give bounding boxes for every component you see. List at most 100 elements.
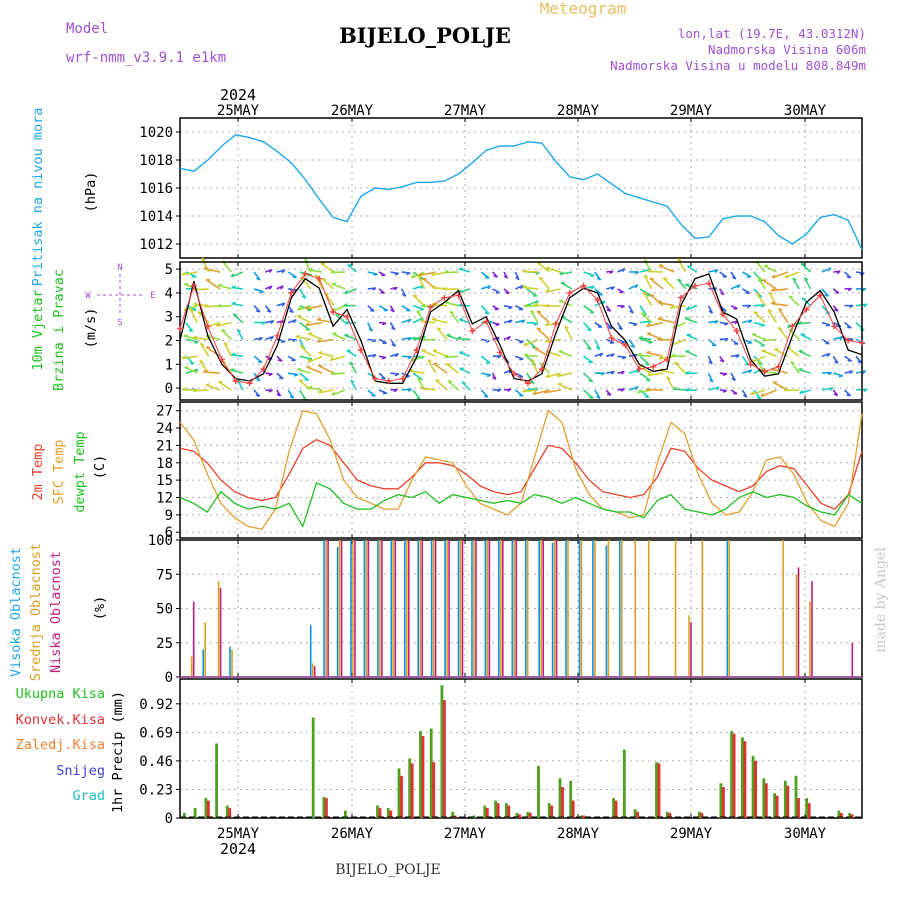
wind-arrow-head bbox=[790, 361, 795, 365]
wind-arrow-head bbox=[484, 276, 490, 279]
wind-arrow-head bbox=[390, 309, 395, 313]
wind-arrow-head bbox=[401, 293, 407, 297]
wind-arrow bbox=[299, 344, 312, 357]
wind-arrow-head bbox=[523, 342, 528, 347]
wind-arrow-head bbox=[838, 375, 843, 378]
wind-arrow bbox=[308, 386, 323, 391]
wind-arrow-head bbox=[543, 389, 548, 394]
precip-total-bar bbox=[612, 798, 615, 818]
wind-arrow bbox=[582, 338, 592, 351]
day-label-bottom: 30MAY bbox=[784, 826, 827, 842]
wind-arrow-head bbox=[256, 378, 261, 382]
y-tick-label: 5 bbox=[165, 262, 173, 278]
wind-arrow bbox=[419, 271, 436, 277]
wind-arrow-head bbox=[411, 336, 416, 340]
wind-arrow bbox=[646, 351, 664, 358]
wind-arrow-head bbox=[255, 394, 260, 398]
wind-arrow-head bbox=[746, 304, 752, 309]
wind-arrow bbox=[193, 336, 209, 341]
precip-total-bar bbox=[440, 685, 444, 818]
wind-arrow-head bbox=[731, 276, 737, 280]
wind-arrow bbox=[760, 389, 777, 398]
wind-arrow bbox=[480, 355, 491, 364]
y-tick-label: 0 bbox=[165, 811, 173, 827]
precip-total-bar bbox=[397, 768, 401, 818]
wind-arrow-head bbox=[846, 275, 851, 279]
wind-arrow-head bbox=[748, 319, 753, 324]
wind-arrow-head bbox=[545, 288, 550, 293]
wind-arrow-head bbox=[722, 389, 728, 393]
wind-arrow-head bbox=[634, 271, 640, 275]
precip-total-bar bbox=[526, 811, 530, 818]
wind-arrow-head bbox=[268, 285, 273, 290]
gust-marker bbox=[204, 323, 211, 330]
wind-panel: 0 1 2 3 4 5 bbox=[165, 257, 868, 402]
gust-marker bbox=[594, 297, 601, 304]
temp-unit: (C) bbox=[92, 455, 108, 479]
day-label-bottom: 27MAY bbox=[444, 826, 487, 842]
wind-arrow-head bbox=[847, 326, 852, 329]
wind-arrow-head bbox=[188, 329, 193, 333]
wind-arrow-head bbox=[641, 312, 646, 315]
wind-arrow bbox=[545, 372, 561, 379]
wind-arrow bbox=[536, 327, 550, 340]
wind-arrow-head bbox=[749, 391, 754, 396]
gust-marker bbox=[469, 328, 476, 334]
wind-arrow-head bbox=[395, 353, 399, 358]
wind-arrow-head bbox=[507, 336, 512, 341]
sfctemp-label: SFC Temp bbox=[51, 439, 67, 504]
wind-arrow bbox=[536, 310, 550, 324]
wind-arrow-head bbox=[281, 269, 286, 274]
wind-arrow-head bbox=[318, 351, 323, 354]
wind-arrow-head bbox=[621, 356, 627, 360]
wind-arrow bbox=[676, 278, 687, 290]
wind-arrow bbox=[305, 304, 323, 310]
wind-arrow bbox=[800, 333, 811, 341]
wind-arrow bbox=[686, 334, 698, 341]
wind-arrow bbox=[185, 322, 194, 333]
wind-arrow bbox=[421, 338, 436, 341]
precip-conv-bar bbox=[668, 813, 672, 818]
y-tick-label: 0.23 bbox=[139, 782, 173, 798]
wind-arrow-head bbox=[556, 373, 561, 377]
wind-arrow-head bbox=[503, 275, 508, 279]
gust-marker bbox=[232, 378, 239, 384]
wind-arrow-head bbox=[777, 326, 783, 330]
wind-arrow-head bbox=[778, 307, 783, 312]
wind-arrow-head bbox=[545, 373, 550, 378]
precip-total-bar bbox=[751, 755, 755, 818]
wind-arrow-head bbox=[270, 335, 274, 341]
wind-arrow-head bbox=[446, 333, 451, 336]
y-tick-label: 1018 bbox=[139, 153, 173, 169]
y-tick-label: 1012 bbox=[139, 237, 173, 253]
wind-arrow bbox=[671, 338, 687, 347]
wind-arrow bbox=[218, 381, 232, 391]
y-tick-label: 0.46 bbox=[139, 754, 173, 770]
y-tick-label: 75 bbox=[156, 567, 173, 583]
gust-marker bbox=[789, 323, 796, 330]
wind-arrow-head bbox=[444, 269, 449, 274]
wind-arrow-head bbox=[545, 322, 550, 326]
wind-arrow bbox=[409, 370, 425, 374]
wind-arrow-head bbox=[620, 305, 625, 309]
wind-arrow-head bbox=[197, 311, 202, 314]
wind-arrow-head bbox=[862, 370, 867, 375]
wind-arrow-head bbox=[756, 396, 761, 400]
wind-arrow bbox=[421, 304, 436, 308]
wind-arrow-head bbox=[330, 269, 335, 274]
wind-arrow bbox=[559, 271, 573, 276]
wind-arrow-head bbox=[643, 291, 648, 296]
gust-marker bbox=[455, 292, 462, 299]
y-tick-label: 3 bbox=[165, 310, 173, 326]
panel-border bbox=[179, 401, 863, 539]
wind-arrow-head bbox=[307, 358, 312, 363]
wind-arrow bbox=[642, 292, 653, 307]
wind-arrow-head bbox=[255, 309, 261, 313]
wind-arrow bbox=[686, 265, 698, 273]
precip-conv-bar bbox=[614, 800, 618, 818]
wind-arrow bbox=[800, 263, 812, 273]
precip-conv-bar bbox=[754, 760, 757, 818]
precip-total-bar bbox=[837, 810, 841, 818]
wind-arrow-head bbox=[297, 306, 301, 311]
